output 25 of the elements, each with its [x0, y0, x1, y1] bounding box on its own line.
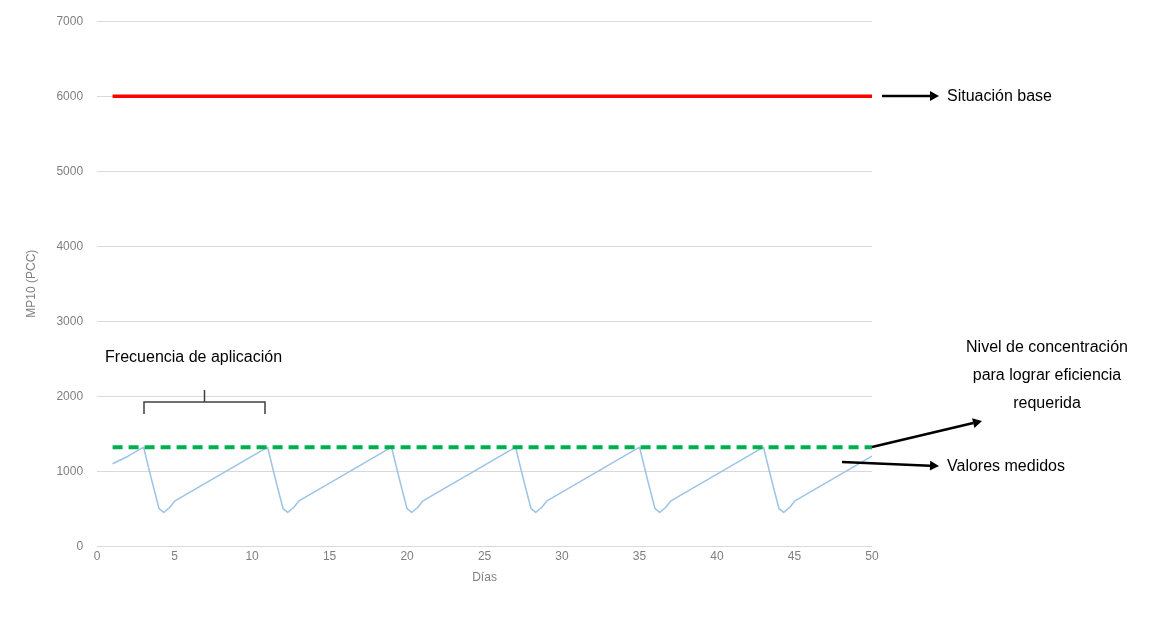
x-tick-label: 0 [93, 548, 101, 563]
text: Situación base [947, 86, 1053, 104]
y-tick-label: 0 [76, 538, 84, 553]
y-tick-label: 3000 [56, 313, 84, 328]
annotation: Frecuencia de aplicación [105, 347, 283, 365]
y-tick-label: 7000 [56, 13, 84, 28]
x-tick-label: 5 [171, 548, 179, 563]
x-tick-label: 35 [632, 548, 647, 563]
x-tick-label: 45 [787, 548, 802, 563]
y-tick-label: 1000 [56, 463, 84, 478]
x-tick-label: 20 [400, 548, 415, 563]
y-axis-title: MP10 (PCC) [23, 249, 38, 318]
y-tick-label: 6000 [56, 88, 84, 103]
y-tick-label: 4000 [56, 238, 84, 253]
x-tick-label: 50 [865, 548, 879, 563]
y-tick-label: 5000 [56, 163, 84, 178]
x-axis-title: Días [472, 570, 497, 585]
x-tick-label: 10 [245, 548, 260, 563]
x-tick-label: 25 [477, 548, 492, 563]
y-tick-label: 2000 [56, 388, 84, 403]
text: Valores medidos [947, 456, 1065, 474]
x-tick-label: 15 [322, 548, 337, 563]
text: Nivel de concentración para lograr eficiencia requerida [966, 337, 1128, 411]
x-tick-label: 40 [710, 548, 725, 563]
x-tick-label: 30 [555, 548, 570, 563]
